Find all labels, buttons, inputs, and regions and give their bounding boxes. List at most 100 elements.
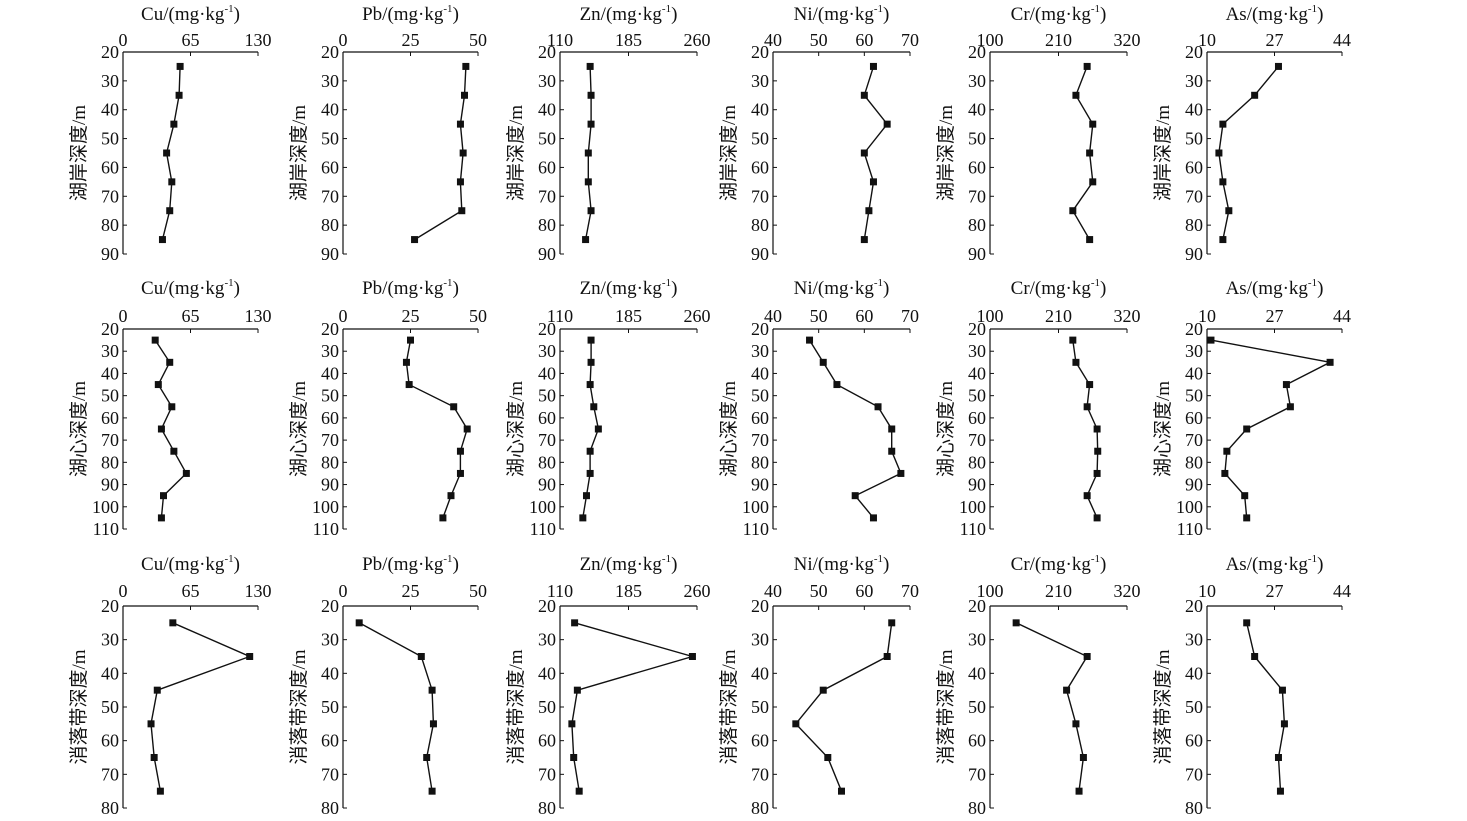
panel-title: Ni/(mg·kg-1) bbox=[794, 553, 890, 575]
y-tick-label: 60 bbox=[1185, 731, 1203, 751]
y-tick-label: 100 bbox=[312, 497, 339, 517]
depth-profile-panel: Ni/(mg·kg-1) 40 50 60 70 20 30 40 50 60 70 80 消落带深度/… bbox=[718, 553, 919, 818]
x-tick-label: 320 bbox=[1114, 306, 1141, 326]
y-tick-label: 60 bbox=[968, 157, 986, 177]
y-tick-label: 60 bbox=[321, 408, 339, 428]
data-point-marker bbox=[897, 469, 905, 477]
panel-title-exponent: -1 bbox=[662, 553, 671, 565]
data-point-marker bbox=[458, 207, 466, 215]
data-point-marker bbox=[456, 120, 464, 128]
y-tick-label: 70 bbox=[1185, 430, 1203, 450]
y-tick-label: 90 bbox=[538, 244, 556, 264]
panel-title-exponent: -1 bbox=[224, 277, 233, 289]
y-tick-label: 50 bbox=[538, 386, 556, 406]
y-tick-label: 30 bbox=[968, 630, 986, 650]
data-point-marker bbox=[1219, 178, 1227, 186]
y-tick-label: 60 bbox=[1185, 408, 1203, 428]
depth-profile-panel: Cu/(mg·kg-1) 0 65 130 20 30 40 50 60 70 80 消落带深度/m bbox=[68, 553, 272, 818]
panel-title-exponent: -1 bbox=[1308, 3, 1317, 15]
data-point-marker bbox=[1251, 653, 1259, 660]
y-tick-label: 30 bbox=[101, 341, 119, 361]
y-tick-label: 80 bbox=[968, 215, 986, 235]
data-point-marker bbox=[883, 653, 891, 660]
y-tick-label: 50 bbox=[1185, 129, 1203, 149]
y-tick-label: 80 bbox=[968, 452, 986, 472]
y-tick-label: 60 bbox=[1185, 157, 1203, 177]
panel-title: Zn/(mg·kg-1) bbox=[580, 277, 678, 299]
y-tick-label: 30 bbox=[321, 71, 339, 91]
data-point-marker bbox=[1274, 754, 1282, 761]
data-point-marker bbox=[1282, 381, 1290, 389]
panel-title-close: ) bbox=[883, 4, 889, 25]
y-tick-label: 100 bbox=[959, 497, 986, 517]
panel-title: Pb/(mg·kg-1) bbox=[362, 553, 459, 575]
y-tick-label: 60 bbox=[101, 157, 119, 177]
y-tick-label: 20 bbox=[751, 596, 769, 616]
y-tick-label: 70 bbox=[101, 186, 119, 206]
y-tick-label: 40 bbox=[751, 363, 769, 383]
y-axis-label: 消落带深度/m bbox=[935, 649, 957, 764]
data-point-marker bbox=[1089, 120, 1097, 128]
y-tick-label: 110 bbox=[530, 519, 556, 539]
x-tick-label: 65 bbox=[182, 581, 200, 601]
panel-title: As/(mg·kg-1) bbox=[1226, 553, 1324, 575]
y-tick-label: 90 bbox=[751, 244, 769, 264]
x-tick-label: 0 bbox=[119, 581, 128, 601]
depth-profile-panel: Pb/(mg·kg-1) 0 25 50 20 30 40 50 60 70 80 消落带深度/m bbox=[288, 553, 487, 818]
data-point-marker bbox=[860, 149, 868, 157]
panel-title-main: Zn/(mg·kg bbox=[580, 554, 663, 575]
data-point-marker bbox=[182, 469, 190, 477]
x-tick-label: 100 bbox=[977, 306, 1004, 326]
panel-title-main: Ni/(mg·kg bbox=[794, 554, 875, 575]
y-tick-label: 90 bbox=[1185, 475, 1203, 495]
panel-title-main: Cr/(mg·kg bbox=[1011, 278, 1092, 299]
data-point-marker bbox=[568, 720, 576, 728]
data-point-marker bbox=[860, 91, 868, 99]
y-tick-label: 20 bbox=[321, 596, 339, 616]
series-line bbox=[571, 622, 695, 792]
x-tick-label: 260 bbox=[684, 30, 711, 50]
y-tick-label: 20 bbox=[1185, 319, 1203, 339]
y-axis-label: 湖心深度/m bbox=[1152, 381, 1174, 477]
data-point-marker bbox=[456, 178, 464, 186]
data-point-marker bbox=[166, 207, 174, 215]
y-tick-label: 20 bbox=[968, 596, 986, 616]
x-tick-label: 40 bbox=[764, 581, 782, 601]
y-tick-label: 30 bbox=[1185, 630, 1203, 650]
y-tick-label: 50 bbox=[538, 697, 556, 717]
series-line bbox=[1210, 339, 1333, 518]
series-line bbox=[808, 339, 902, 519]
x-tick-label: 50 bbox=[469, 581, 487, 601]
y-tick-label: 40 bbox=[101, 663, 119, 683]
depth-profile-panel: Ni/(mg·kg-1) 40 50 60 70 20 30 40 50 60 70 80 90 湖岸深度… bbox=[718, 3, 919, 264]
y-tick-label: 50 bbox=[1185, 386, 1203, 406]
data-point-marker bbox=[1221, 469, 1229, 477]
data-point-marker bbox=[1278, 686, 1286, 694]
y-tick-label: 80 bbox=[751, 215, 769, 235]
series-line bbox=[405, 339, 468, 519]
panel-title-main: Zn/(mg·kg bbox=[580, 4, 663, 25]
data-point-marker bbox=[865, 207, 873, 215]
x-tick-label: 25 bbox=[402, 581, 420, 601]
y-tick-label: 30 bbox=[968, 341, 986, 361]
y-tick-label: 80 bbox=[1185, 798, 1203, 818]
y-tick-label: 40 bbox=[101, 363, 119, 383]
data-point-marker bbox=[151, 336, 159, 344]
x-tick-label: 40 bbox=[764, 306, 782, 326]
panel-title: Cr/(mg·kg-1) bbox=[1011, 553, 1107, 575]
series-line bbox=[150, 622, 252, 792]
data-point-marker bbox=[170, 120, 178, 128]
x-tick-label: 185 bbox=[615, 30, 642, 50]
x-tick-label: 210 bbox=[1045, 306, 1072, 326]
depth-profile-panel: Pb/(mg·kg-1)0 25 502030405060708090100110湖… bbox=[288, 277, 487, 539]
panel-title-close: ) bbox=[671, 554, 677, 575]
y-tick-label: 70 bbox=[538, 186, 556, 206]
data-point-marker bbox=[584, 149, 592, 157]
data-point-marker bbox=[869, 62, 877, 70]
y-tick-label: 90 bbox=[538, 475, 556, 495]
depth-profile-panel: As/(mg·kg-1) 10 27 44 20 30 40 50 60 70 80 90 湖岸深度/m bbox=[1152, 3, 1351, 264]
x-tick-label: 10 bbox=[1198, 581, 1216, 601]
x-tick-label: 110 bbox=[547, 30, 573, 50]
y-tick-label: 50 bbox=[101, 129, 119, 149]
